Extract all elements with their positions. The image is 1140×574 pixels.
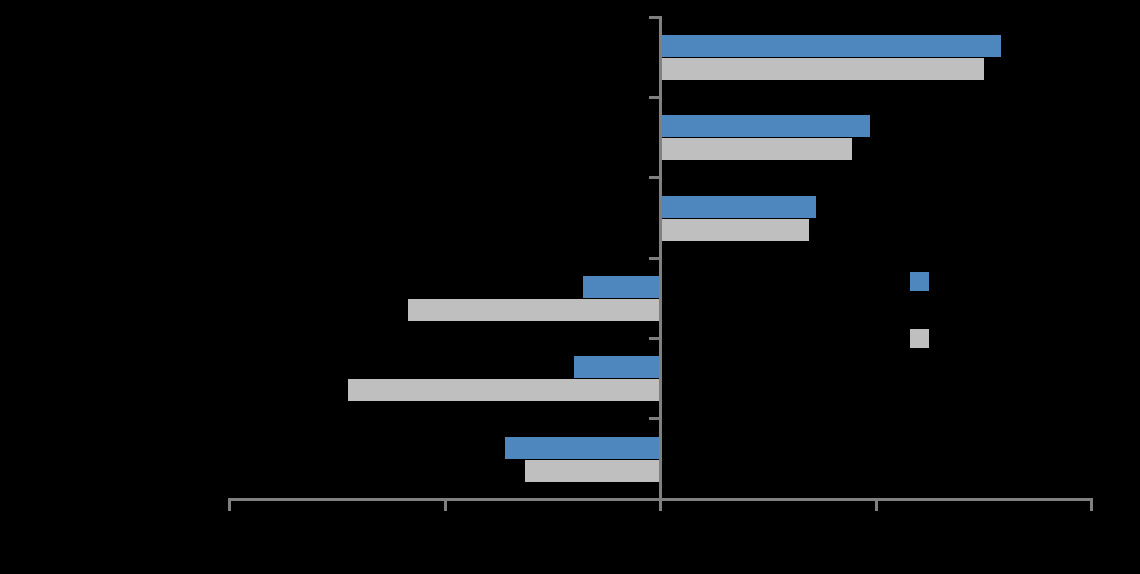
bar-gray-series-group-6 bbox=[524, 459, 661, 482]
x-axis-tick bbox=[1090, 501, 1093, 511]
bar-blue-series-group-4 bbox=[582, 276, 661, 298]
bar-blue-series-group-1 bbox=[660, 35, 1001, 57]
x-axis-tick bbox=[443, 501, 447, 511]
y-axis-tick bbox=[649, 256, 659, 260]
bar-blue-series-group-5 bbox=[574, 356, 661, 379]
legend-swatch-gray-series bbox=[910, 329, 929, 348]
bar-gray-series-group-5 bbox=[348, 379, 661, 402]
y-axis-tick bbox=[649, 176, 659, 180]
x-axis-tick bbox=[874, 501, 878, 511]
bar-gray-series-group-1 bbox=[660, 58, 984, 80]
x-axis-tick bbox=[659, 501, 662, 511]
bar-gray-series-group-4 bbox=[408, 299, 661, 321]
bar-gray-series-group-2 bbox=[660, 138, 853, 161]
y-axis-line bbox=[659, 16, 662, 501]
bar-gray-series-group-3 bbox=[660, 218, 810, 241]
y-axis-tick bbox=[649, 417, 659, 421]
legend-swatch-blue-series bbox=[910, 272, 929, 291]
bar-blue-series-group-6 bbox=[505, 436, 661, 459]
x-axis-line bbox=[228, 498, 1093, 501]
x-axis-tick bbox=[228, 501, 231, 511]
y-axis-tick bbox=[649, 15, 659, 19]
y-axis-tick bbox=[649, 95, 659, 99]
y-axis-tick bbox=[649, 336, 659, 340]
bar-blue-series-group-3 bbox=[660, 195, 816, 218]
bar-blue-series-group-2 bbox=[660, 115, 870, 138]
